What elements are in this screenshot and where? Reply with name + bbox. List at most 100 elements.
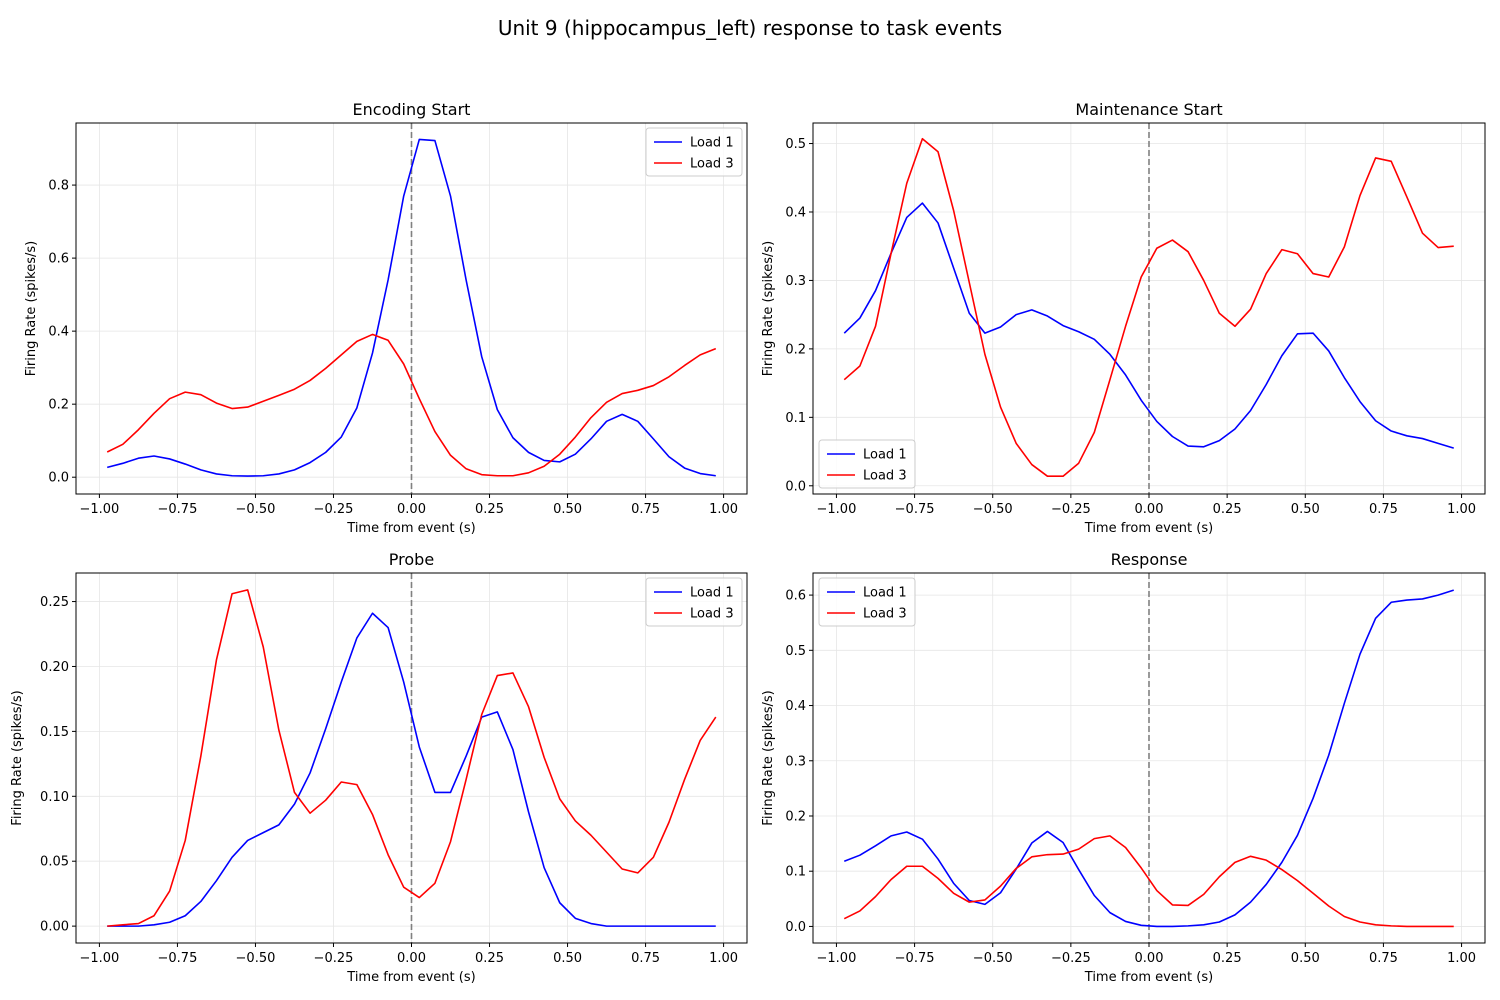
legend-box [818,439,916,489]
series-line-load-1 [107,612,716,927]
y-tick-label: 0.25 [40,595,69,610]
x-tick-label: 0.00 [1135,502,1164,517]
subplot-1: −1.00 −0.75 −0.50 −0.25 0.00 0.25 0.50 0.75 1.00… [24,100,748,536]
y-tick-label: 0.5 [785,137,806,152]
legend-label: Load 1 [863,586,907,601]
y-tick-label: 0.6 [785,589,806,604]
y-tick-label: 0.0 [48,471,69,486]
x-tick-label: 0.25 [475,951,504,966]
x-axis-label: Time from event (s) [1084,521,1213,536]
series-line-load-3 [843,835,1454,928]
y-tick-label: 0.1 [785,411,806,426]
y-tick-label: 0.20 [40,660,69,675]
x-tick-label: −0.75 [158,951,198,966]
x-tick-label: 0.00 [397,951,426,966]
legend-box [818,577,916,627]
y-axis-label: Firing Rate (spikes/s) [24,241,39,376]
y-tick-label: 0.6 [48,252,69,267]
x-tick-label: 0.75 [631,951,660,966]
x-tick-label: −0.75 [158,502,198,517]
x-tick-label: 0.50 [553,951,582,966]
x-tick-label: 0.50 [1291,502,1320,517]
subplot-title: Maintenance Start [1075,100,1222,119]
legend-label: Load 1 [690,136,734,151]
x-tick-label: 1.00 [709,502,738,517]
subplot-4: −1.00 −0.75 −0.50 −0.25 0.00 0.25 0.50 0.75 1.00… [761,550,1486,985]
x-tick-label: 0.75 [1369,951,1398,966]
y-tick-label: 0.2 [785,342,806,357]
x-tick-label: −0.25 [314,502,354,517]
legend: Load 1 Load 3 [818,577,916,627]
x-axis-label: Time from event (s) [346,521,475,536]
x-axis-label: Time from event (s) [346,970,475,985]
legend-label: Load 3 [863,607,907,622]
y-tick-label: 0.3 [785,274,806,289]
x-tick-label: −1.00 [817,502,857,517]
x-tick-label: −0.50 [236,502,276,517]
y-tick-label: 0.0 [785,479,806,494]
legend: Load 1 Load 3 [645,577,743,627]
legend: Load 1 Load 3 [645,127,743,177]
subplot-3: −1.00 −0.75 −0.50 −0.25 0.00 0.25 0.50 0.75 1.00… [10,550,748,985]
subplot-title: Probe [389,550,434,569]
x-tick-label: 1.00 [1447,502,1476,517]
subplot-title: Response [1111,550,1188,569]
y-axis-label: Firing Rate (spikes/s) [761,241,776,376]
y-tick-label: 0.2 [48,398,69,413]
y-tick-label: 0.8 [48,179,69,194]
legend-label: Load 1 [863,448,907,463]
y-tick-label: 0.4 [48,325,69,340]
x-tick-label: −1.00 [817,951,857,966]
y-tick-label: 0.0 [785,920,806,935]
legend-label: Load 3 [690,157,734,172]
x-tick-label: 0.50 [553,502,582,517]
x-tick-label: −0.25 [314,951,354,966]
subplot-2: −1.00 −0.75 −0.50 −0.25 0.00 0.25 0.50 0.75 1.00… [761,100,1486,536]
y-tick-label: 0.4 [785,699,806,714]
y-tick-label: 0.2 [785,809,806,824]
x-tick-label: −0.25 [1051,502,1091,517]
x-tick-label: 0.00 [1135,951,1164,966]
y-tick-label: 0.5 [785,644,806,659]
x-tick-label: −0.75 [895,951,935,966]
x-tick-label: −0.50 [973,951,1013,966]
series-line-load-1 [107,138,716,477]
legend: Load 1 Load 3 [818,439,916,489]
legend-label: Load 3 [863,469,907,484]
x-tick-label: −0.25 [1051,951,1091,966]
y-tick-label: 0.3 [785,754,806,769]
x-tick-label: 0.25 [1213,951,1242,966]
y-axis-label: Firing Rate (spikes/s) [761,690,776,825]
y-tick-label: 0.00 [40,920,69,935]
series-line-load-1 [843,202,1454,449]
x-tick-label: −1.00 [79,502,119,517]
x-tick-label: 1.00 [1447,951,1476,966]
series-line-load-3 [843,137,1454,478]
y-tick-label: 0.15 [40,725,69,740]
x-tick-label: 0.75 [631,502,660,517]
y-tick-label: 0.4 [785,205,806,220]
y-axis-label: Firing Rate (spikes/s) [10,690,25,825]
x-tick-label: 0.75 [1369,502,1398,517]
y-tick-label: 0.10 [40,790,69,805]
x-tick-label: 0.25 [1213,502,1242,517]
x-axis-label: Time from event (s) [1084,970,1213,985]
x-tick-label: −0.50 [973,502,1013,517]
figure-title: Unit 9 (hippocampus_left) response to ta… [497,16,1003,40]
legend-box [645,127,743,177]
legend-label: Load 3 [690,607,734,622]
x-tick-label: −0.50 [236,951,276,966]
x-tick-label: 0.25 [475,502,504,517]
series-line-load-3 [106,333,717,477]
x-tick-label: 0.50 [1291,951,1320,966]
y-tick-label: 0.1 [785,865,806,880]
series-line-load-1 [843,589,1454,928]
x-tick-label: 1.00 [709,951,738,966]
y-tick-label: 0.05 [40,855,69,870]
legend-box [645,577,743,627]
series-line-load-3 [107,589,717,927]
subplot-title: Encoding Start [353,100,471,119]
x-tick-label: 0.00 [397,502,426,517]
legend-label: Load 1 [690,586,734,601]
